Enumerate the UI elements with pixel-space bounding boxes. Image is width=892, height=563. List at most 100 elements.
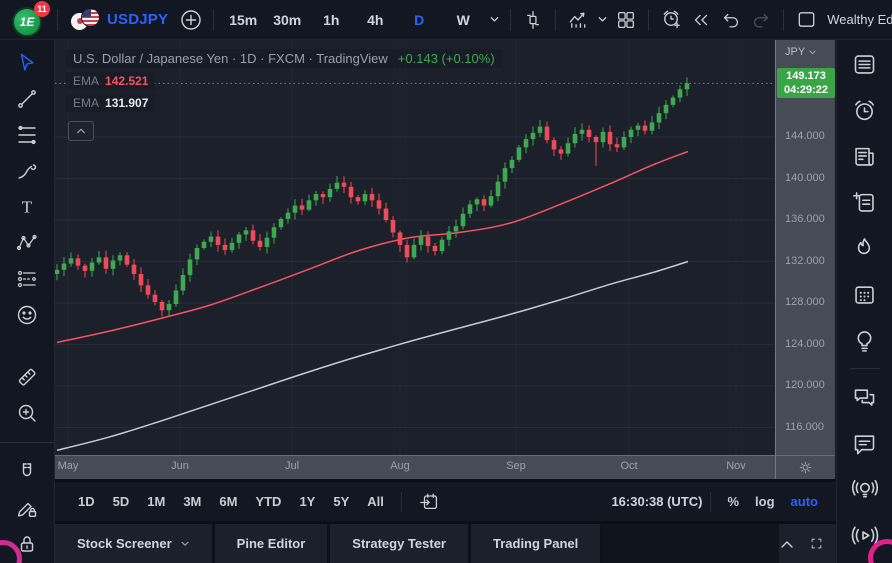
trend-line-tool-button[interactable] (13, 87, 41, 111)
maximize-icon[interactable] (809, 536, 824, 551)
tab-label: Pine Editor (236, 536, 306, 551)
tab-pine-editor[interactable]: Pine Editor (214, 524, 331, 563)
tab-strategy-tester[interactable]: Strategy Tester (330, 524, 471, 563)
fib-retracement-tool-button[interactable] (13, 123, 41, 147)
collapse-legend-button[interactable] (68, 121, 94, 141)
measure-tool-button[interactable] (13, 365, 41, 389)
ema-slow-row[interactable]: EMA 131.907 (66, 94, 156, 112)
timeframe-30m[interactable]: 30m (273, 11, 302, 28)
news-button[interactable] (851, 142, 879, 170)
indicators-button[interactable] (563, 5, 593, 35)
tab-trading-panel[interactable]: Trading Panel (470, 524, 604, 563)
timeframe-1d[interactable]: D (414, 11, 425, 28)
last-price: 149.173 (786, 70, 826, 83)
watchlist-button[interactable] (851, 50, 879, 78)
ema-fast-row[interactable]: EMA 142.521 (66, 72, 156, 90)
collapse-chevron-icon[interactable] (779, 538, 795, 550)
divider (0, 442, 55, 443)
symbol-search-button[interactable]: USDJPY (65, 5, 176, 35)
layout-grid-button[interactable] (611, 5, 641, 35)
ideas-bulb-icon (857, 330, 872, 352)
cloud-layout-status[interactable]: Wealthy Educ... (821, 9, 892, 31)
currency-selector[interactable]: JPY (776, 40, 835, 58)
usdjpy-flags-icon (71, 8, 101, 32)
price-tick-label: 144.000 (785, 130, 825, 142)
emoji-tool-button[interactable] (13, 303, 41, 327)
lock-icon (20, 536, 34, 552)
xabcd-pattern-tool-button[interactable] (13, 231, 41, 255)
wealthy-education-logo[interactable]: 1E 11 (10, 0, 50, 37)
live-ideas-button[interactable] (851, 475, 879, 503)
notes-button[interactable] (851, 188, 879, 216)
range-5d-button[interactable]: 5D (112, 494, 130, 509)
compare-add-symbol-button[interactable] (176, 5, 206, 35)
divider (400, 491, 402, 512)
log-scale-button[interactable]: log (755, 494, 775, 509)
ideas-button[interactable] (851, 326, 879, 354)
svg-text:T: T (22, 198, 33, 217)
go-to-date-button[interactable] (410, 489, 450, 515)
private-chat-button[interactable] (851, 429, 879, 457)
price-axis[interactable]: JPY 144.000 140.000 136.000 132.000 128.000 1… (775, 40, 835, 455)
gear-icon (799, 461, 812, 474)
timeframe-menu-button[interactable] (485, 5, 503, 35)
range-all-button[interactable]: All (367, 494, 384, 509)
price-tick-label: 124.000 (785, 337, 825, 350)
emoji-icon (17, 305, 37, 325)
range-6m-button[interactable]: 6M (219, 494, 238, 509)
text-tool-button[interactable]: T (13, 195, 41, 219)
indicators-icon (569, 12, 586, 28)
chart-settings-corner[interactable] (775, 455, 835, 479)
range-1m-button[interactable]: 1M (147, 494, 166, 509)
bar-replay-button[interactable] (686, 5, 716, 35)
bottom-panel-tabs: Stock Screener Pine Editor Strategy Test… (55, 521, 836, 563)
timeframe-4h[interactable]: 4h (367, 11, 384, 28)
layout-name: Wealthy Educ... (827, 12, 892, 27)
chart-style-button[interactable] (518, 5, 548, 35)
indicator-templates-button[interactable] (593, 5, 611, 35)
hotlists-button[interactable] (851, 234, 879, 262)
cursor-tool-button[interactable] (13, 51, 41, 75)
stay-in-drawing-mode-button[interactable] (13, 496, 41, 520)
session-clock[interactable]: 16:30:38 (UTC) (611, 494, 703, 509)
time-axis[interactable]: May Jun Jul Aug Sep Oct Nov (55, 455, 775, 479)
timeframe-1h[interactable]: 1h (323, 11, 340, 28)
price-chart[interactable] (55, 40, 775, 455)
brush-icon (18, 164, 37, 179)
streams-button[interactable] (851, 521, 879, 549)
create-alert-button[interactable] (656, 5, 686, 35)
symbol-description-row[interactable]: U.S. Dollar / Japanese Yen · 1D · FXCM ·… (66, 49, 502, 68)
range-3m-button[interactable]: 3M (183, 494, 202, 509)
chevron-up-icon (77, 128, 85, 134)
undo-icon (724, 13, 739, 28)
range-ytd-button[interactable]: YTD (255, 494, 282, 509)
timeframe-15m[interactable]: 15m (229, 11, 258, 28)
percent-scale-button[interactable]: % (727, 494, 740, 509)
chart-change: +0.143 (+0.10%) (397, 51, 495, 66)
range-1y-button[interactable]: 1Y (299, 494, 316, 509)
zoom-in-tool-button[interactable] (13, 401, 41, 425)
price-tick-label: 116.000 (785, 420, 824, 433)
public-chats-button[interactable] (851, 383, 879, 411)
auto-scale-button[interactable]: auto (790, 494, 818, 509)
notification-badge: 11 (34, 0, 50, 17)
drawing-toolbar: T (0, 40, 55, 563)
price-tick-label: 136.000 (785, 213, 825, 225)
brush-tool-button[interactable] (13, 159, 41, 183)
range-5y-button[interactable]: 5Y (333, 494, 350, 509)
tab-label: Trading Panel (492, 536, 579, 551)
lock-all-drawings-button[interactable] (13, 532, 41, 556)
timeframe-1w[interactable]: W (456, 11, 470, 28)
redo-button[interactable] (746, 5, 776, 35)
magnet-mode-button[interactable] (13, 460, 41, 484)
calendar-button[interactable] (851, 280, 879, 308)
time-tick-label: Sep (506, 460, 526, 472)
undo-button[interactable] (716, 5, 746, 35)
snapshot-button[interactable] (791, 5, 821, 35)
range-1d-button[interactable]: 1D (78, 494, 95, 509)
ema-slow-line (56, 260, 689, 452)
tab-label: Stock Screener (77, 536, 172, 551)
tab-stock-screener[interactable]: Stock Screener (55, 524, 215, 563)
forecast-tool-button[interactable] (13, 267, 41, 291)
alerts-button[interactable] (851, 96, 879, 124)
